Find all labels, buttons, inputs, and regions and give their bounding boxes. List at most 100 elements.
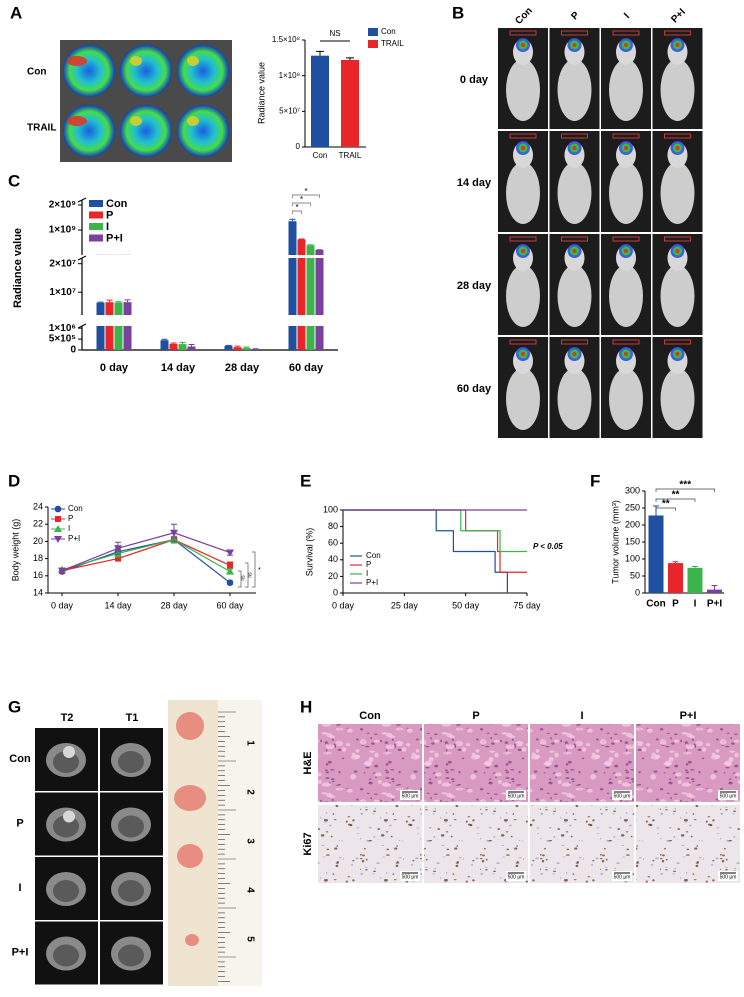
ruler-label: 5 bbox=[244, 936, 255, 942]
ruler-label: 2 bbox=[244, 789, 255, 795]
bar bbox=[315, 258, 324, 315]
scale-bar-label: 500 μm bbox=[402, 793, 419, 799]
annotation: *** bbox=[679, 480, 691, 491]
bar bbox=[169, 343, 178, 350]
y-tick-label: 20 bbox=[328, 571, 338, 581]
legend-swatch bbox=[89, 200, 103, 207]
roi-tag bbox=[509, 339, 537, 345]
y-tick-label: 16 bbox=[33, 570, 43, 580]
scale-bar-bg bbox=[612, 871, 632, 881]
mouse-body bbox=[609, 59, 643, 121]
bar bbox=[297, 326, 306, 350]
y-tick-label: 18 bbox=[33, 553, 43, 563]
y-tick-label: 2×10⁷ bbox=[49, 258, 76, 269]
scale-bar-label: 500 μm bbox=[508, 874, 525, 880]
scale-bar-bg bbox=[506, 871, 526, 881]
axis-break bbox=[77, 323, 87, 329]
y-axis-label: Tumor volume (mm³) bbox=[610, 500, 620, 584]
bar bbox=[668, 563, 683, 593]
bar bbox=[315, 326, 324, 350]
row-label: H&E bbox=[302, 751, 314, 774]
bar bbox=[105, 302, 114, 315]
column-label: P bbox=[569, 10, 582, 23]
y-tick-label: 14 bbox=[33, 587, 43, 597]
legend-swatch bbox=[368, 40, 378, 48]
signal bbox=[521, 352, 525, 356]
y-tick-label: 0 bbox=[70, 345, 76, 356]
marker bbox=[227, 562, 233, 569]
scale-bar-bg bbox=[718, 790, 738, 800]
x-tick-label: 0 day bbox=[51, 600, 74, 610]
bar bbox=[114, 326, 123, 350]
x-tick-label: 0 day bbox=[100, 362, 129, 374]
marker bbox=[226, 567, 234, 575]
ruler-label: 4 bbox=[244, 887, 255, 893]
legend-label: P bbox=[366, 560, 371, 569]
ruler-label: 1 bbox=[244, 740, 255, 746]
mouse-body bbox=[506, 59, 540, 121]
error-bar bbox=[711, 585, 718, 590]
roi-tag bbox=[664, 30, 691, 36]
x-tick-label: 0 day bbox=[332, 600, 355, 610]
bracket bbox=[655, 507, 676, 511]
tumor bbox=[174, 785, 206, 811]
legend-label: P+I bbox=[106, 232, 123, 244]
bar bbox=[242, 347, 251, 350]
y-tick-label: 100 bbox=[323, 504, 338, 514]
bar bbox=[648, 515, 664, 593]
histology-image bbox=[318, 724, 422, 802]
bar bbox=[306, 245, 315, 255]
marker bbox=[55, 516, 61, 522]
histology-image bbox=[424, 724, 528, 802]
marker bbox=[115, 555, 121, 562]
error-bar bbox=[115, 301, 122, 303]
x-tick-label: Con bbox=[313, 151, 328, 160]
row-label: TRAIL bbox=[27, 123, 56, 134]
mouse-body bbox=[557, 162, 592, 224]
x-tick-label: Con bbox=[646, 599, 665, 610]
roi-tag bbox=[509, 236, 537, 242]
row-label: Con bbox=[27, 67, 46, 78]
column-label: Con bbox=[513, 5, 535, 27]
scale-bar-bg bbox=[718, 871, 738, 881]
bracket bbox=[292, 194, 320, 198]
y-tick-label: 250 bbox=[625, 502, 640, 512]
histology-image bbox=[424, 805, 528, 883]
annotation: ** bbox=[672, 490, 680, 501]
bracket bbox=[655, 498, 696, 502]
legend-label: Con bbox=[106, 198, 128, 210]
y-tick-label: 1×10⁸ bbox=[279, 71, 300, 80]
y-tick-label: 0 bbox=[635, 587, 640, 597]
legend-swatch bbox=[368, 28, 378, 36]
legend-label: Con bbox=[366, 551, 381, 560]
annotation: P < 0.05 bbox=[533, 542, 563, 551]
bar bbox=[315, 250, 324, 255]
well bbox=[177, 105, 229, 157]
error-bar bbox=[170, 342, 177, 344]
well bbox=[120, 105, 172, 157]
mouse-body bbox=[609, 265, 643, 327]
legend-label: P+I bbox=[68, 534, 80, 543]
tumor-signal bbox=[63, 810, 75, 823]
annotation: ** bbox=[662, 499, 670, 510]
roi-tag bbox=[561, 133, 588, 139]
signal bbox=[521, 249, 525, 253]
bracket bbox=[292, 210, 302, 214]
annotation: * bbox=[300, 195, 303, 204]
bar bbox=[306, 258, 315, 315]
tumor-signal bbox=[63, 746, 75, 758]
y-tick-label: 60 bbox=[328, 538, 338, 548]
hot-spot bbox=[67, 116, 87, 126]
scale-bar-label: 500 μm bbox=[614, 793, 631, 799]
bar bbox=[105, 326, 114, 350]
legend-label: P+I bbox=[366, 578, 378, 587]
scale-bar-label: 500 μm bbox=[720, 793, 737, 799]
legend-label: Con bbox=[68, 504, 83, 513]
roi-tag bbox=[561, 339, 588, 345]
signal bbox=[624, 249, 628, 253]
panel-label: D bbox=[8, 471, 20, 490]
survival-line bbox=[343, 509, 527, 573]
column-label: I bbox=[622, 11, 632, 21]
y-tick-label: 40 bbox=[328, 554, 338, 564]
column-label: P+I bbox=[680, 710, 697, 722]
